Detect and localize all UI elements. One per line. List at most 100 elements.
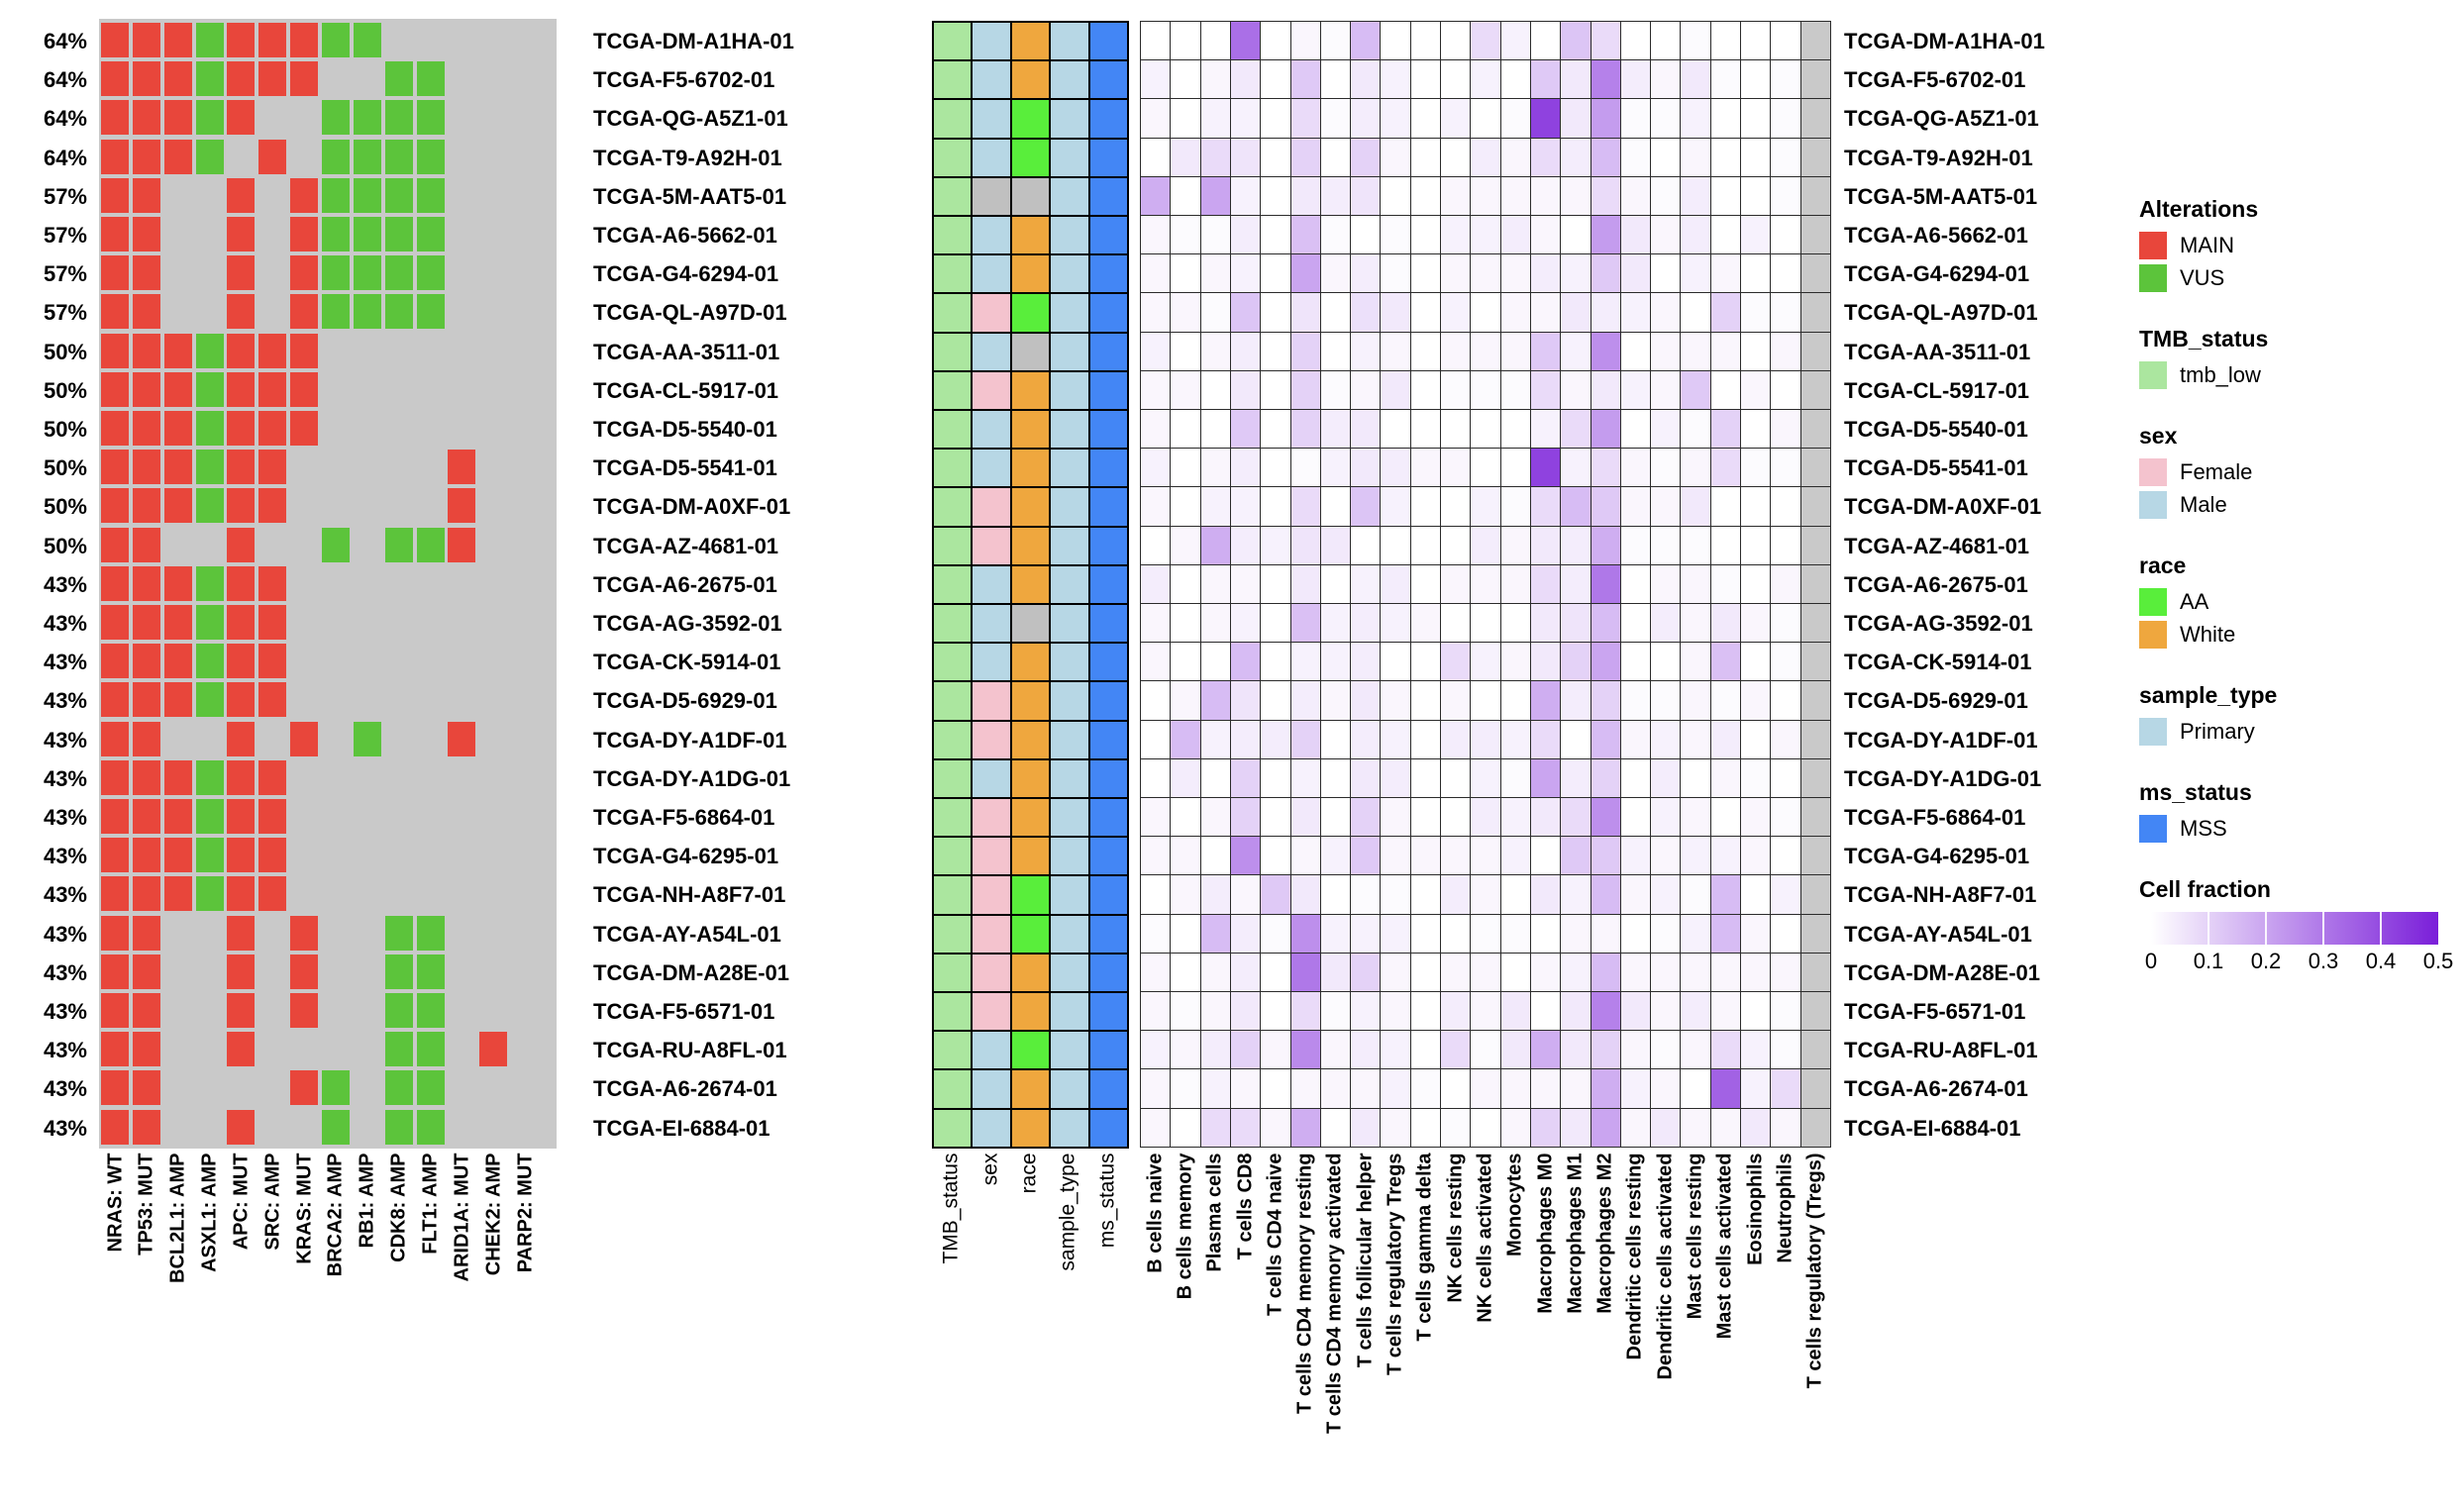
oncoprint-cell-main bbox=[227, 61, 256, 97]
oncoprint-cell-main bbox=[258, 838, 287, 873]
oncoprint-cell-main bbox=[290, 333, 319, 368]
oncoprint-cell-main bbox=[101, 759, 129, 795]
oncoprint-cell-main bbox=[132, 100, 160, 136]
cell-type-label: Dendritic cells activated bbox=[1654, 1153, 1677, 1379]
oncoprint-cell-main bbox=[258, 371, 287, 407]
oncoprint-cell-main bbox=[101, 682, 129, 718]
sample-label-left: TCGA-DY-A1DF-01 bbox=[593, 727, 787, 753]
oncoprint-cell-main bbox=[132, 1070, 160, 1106]
cell-type-label: Eosinophils bbox=[1744, 1153, 1767, 1265]
sample-label-left: TCGA-NH-A8F7-01 bbox=[593, 882, 786, 908]
legend-section-ms_status: ms_status MSS bbox=[2139, 777, 2462, 845]
gene-label: TP53: MUT bbox=[135, 1153, 157, 1256]
heatmap-cell bbox=[1680, 137, 1712, 178]
legend-section-race: race AA White bbox=[2139, 551, 2462, 651]
sample-label-left: TCGA-5M-AAT5-01 bbox=[593, 183, 787, 209]
legend-item-label: MAIN bbox=[2180, 232, 2234, 257]
sample-label-left: TCGA-AA-3511-01 bbox=[593, 339, 780, 364]
oncoprint-cell-main bbox=[132, 954, 160, 989]
annotation-column-label: sex bbox=[978, 1153, 1002, 1185]
annotation-cell-sex bbox=[971, 836, 1012, 877]
heatmap-cell bbox=[1680, 59, 1712, 100]
oncoprint-cell-vus bbox=[353, 294, 381, 330]
oncoprint-cell-vus bbox=[321, 255, 350, 291]
oncoprint-cell-main bbox=[132, 23, 160, 57]
cell-type-label: Macrophages M2 bbox=[1593, 1153, 1616, 1314]
oncoprint-cell-main bbox=[132, 915, 160, 951]
oncoprint-cell-main bbox=[132, 333, 160, 368]
annotation-column-label: TMB_status bbox=[939, 1153, 963, 1264]
oncoprint-cell-main bbox=[101, 371, 129, 407]
oncoprint-cell-main bbox=[258, 799, 287, 834]
oncoprint-cell-main bbox=[258, 450, 287, 485]
oncoprint-cell-main bbox=[227, 721, 256, 756]
alteration-percent: 43% bbox=[43, 959, 87, 985]
oncoprint-cell-main bbox=[258, 644, 287, 679]
alteration-percent: 64% bbox=[43, 145, 87, 170]
oncoprint-cell-vus bbox=[321, 217, 350, 251]
annotation-cell-race bbox=[1009, 757, 1052, 799]
sample-label-left: TCGA-DM-A28E-01 bbox=[593, 959, 790, 985]
cell-type-label: Plasma cells bbox=[1203, 1153, 1226, 1272]
oncoprint-cell-main bbox=[101, 605, 129, 640]
heatmap-cell bbox=[1560, 175, 1591, 217]
alteration-percent: 57% bbox=[43, 223, 87, 248]
oncoprint-cell-main bbox=[227, 255, 256, 291]
legend-item-label: Primary bbox=[2180, 718, 2255, 744]
cell-type-label: Macrophages M1 bbox=[1564, 1153, 1587, 1314]
oncoprint-cell-main bbox=[163, 838, 192, 873]
oncoprint-cell-vus bbox=[416, 1032, 445, 1067]
annotation-cell-ms_status bbox=[1087, 836, 1129, 877]
annotation-cell-sample_type bbox=[1049, 913, 1090, 954]
alteration-percent: 50% bbox=[43, 377, 87, 403]
oncoprint-cell-vus bbox=[416, 527, 445, 562]
heatmap-cell bbox=[1319, 137, 1352, 178]
legend-section-sample_type: sample_type Primary bbox=[2139, 680, 2462, 748]
oncoprint-cell-main bbox=[479, 1032, 508, 1067]
annotation-cell-race bbox=[1009, 874, 1052, 916]
legend-item: AA bbox=[2139, 585, 2462, 618]
oncoprint-cell-main bbox=[101, 993, 129, 1028]
sample-label-left: TCGA-G4-6294-01 bbox=[593, 261, 779, 287]
heatmap-cell bbox=[1470, 59, 1502, 100]
oncoprint-cell-vus bbox=[416, 100, 445, 136]
annotation-cell-TMB_status bbox=[932, 215, 974, 256]
alteration-percent: 43% bbox=[43, 727, 87, 753]
annotation-cell-ms_status bbox=[1087, 253, 1129, 295]
cell-type-label: Neutrophils bbox=[1774, 1153, 1797, 1263]
oncoprint-cell-main bbox=[101, 799, 129, 834]
legend-swatch bbox=[2139, 360, 2167, 389]
oncoprint-cell-main bbox=[132, 682, 160, 718]
oncoprint-cell-main bbox=[163, 23, 192, 57]
alteration-percent: 43% bbox=[43, 1038, 87, 1063]
oncoprint-cell-main bbox=[290, 954, 319, 989]
sample-label-left: TCGA-DM-A1HA-01 bbox=[593, 29, 794, 53]
oncoprint-cell-main bbox=[290, 411, 319, 446]
annotation-cell-sex bbox=[971, 215, 1012, 256]
legend-item-label: AA bbox=[2180, 588, 2209, 614]
alteration-percent: 43% bbox=[43, 882, 87, 908]
annotation-column-label: sample_type bbox=[1056, 1153, 1079, 1271]
heatmap-cell bbox=[1770, 175, 1802, 217]
oncoprint-cell-main bbox=[163, 371, 192, 407]
oncoprint-cell-vus bbox=[195, 61, 224, 97]
colorbar-tick bbox=[2207, 912, 2209, 945]
oncoprint-cell-vus bbox=[416, 61, 445, 97]
oncoprint-cell-main bbox=[101, 1109, 129, 1145]
alteration-percent: 50% bbox=[43, 494, 87, 520]
legend-item: MSS bbox=[2139, 812, 2462, 845]
oncoprint-cell-main bbox=[258, 605, 287, 640]
cell-type-label: T cells regulatory (Tregs) bbox=[1803, 1153, 1826, 1388]
annotation-cell-sample_type bbox=[1049, 603, 1090, 645]
oncoprint-cell-vus bbox=[321, 1070, 350, 1106]
heatmap-cell bbox=[1170, 59, 1202, 100]
alteration-percent: 57% bbox=[43, 261, 87, 287]
heatmap-cell bbox=[1319, 98, 1352, 140]
sample-label-left: TCGA-EI-6884-01 bbox=[593, 1115, 770, 1141]
oncoprint-cell-main bbox=[290, 993, 319, 1028]
oncoprint-cell-main bbox=[227, 838, 256, 873]
oncoprint-cell-main bbox=[132, 1032, 160, 1067]
cell-type-label: T cells CD4 memory resting bbox=[1293, 1153, 1316, 1414]
